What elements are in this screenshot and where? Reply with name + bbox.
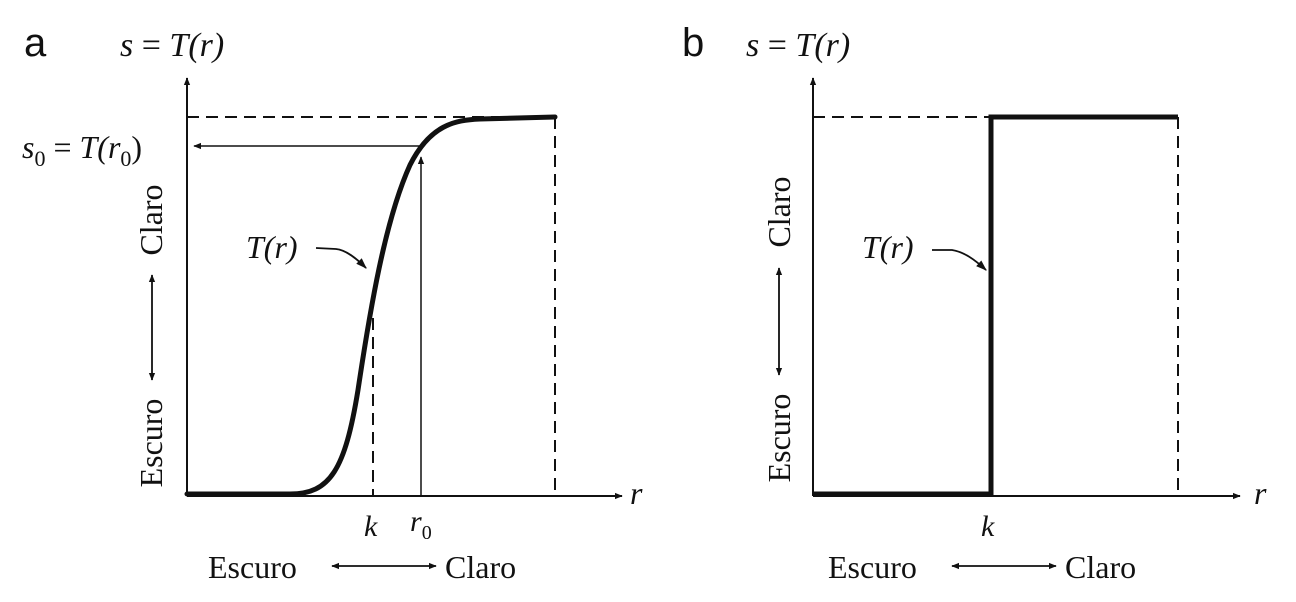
panel-b-axis-title: s = T(r) — [746, 27, 850, 64]
panel-a: a s = T(r) r s0 = T(r0) T(r) k r0 Escuro… — [22, 21, 643, 585]
panel-b-curve-label: T(r) — [862, 229, 914, 265]
panel-a-letter: a — [24, 21, 47, 65]
panel-b-x-light-label: Claro — [1065, 549, 1136, 585]
panel-b: b s = T(r) r T(r) k Escuro Claro Escuro … — [682, 21, 1267, 585]
panel-a-curve-label: T(r) — [246, 229, 298, 265]
panel-a-transform-curve — [184, 114, 558, 497]
panel-b-curve-pointer — [932, 249, 987, 271]
panel-a-y-dark-label: Escuro — [133, 399, 169, 488]
panel-b-x-axis-label: r — [1254, 475, 1267, 511]
panel-a-s0-label: s0 = T(r0) — [22, 129, 142, 171]
panel-a-y-light-label: Claro — [133, 184, 169, 255]
panel-b-x-dark-label: Escuro — [828, 549, 917, 585]
panel-a-x-dark-label: Escuro — [208, 549, 297, 585]
panel-a-curve-pointer — [315, 247, 367, 269]
panel-b-y-light-label: Claro — [761, 176, 797, 247]
panel-b-transform-step — [813, 114, 1178, 497]
panel-a-r0-label: r0 — [410, 505, 432, 544]
panel-b-letter: b — [682, 21, 704, 65]
panel-a-x-axis-label: r — [630, 475, 643, 511]
panel-b-k-label: k — [981, 510, 995, 543]
panel-a-k-label: k — [364, 510, 378, 543]
panel-a-x-light-label: Claro — [445, 549, 516, 585]
panel-b-y-dark-label: Escuro — [761, 394, 797, 483]
panel-a-axis-title: s = T(r) — [120, 27, 224, 64]
